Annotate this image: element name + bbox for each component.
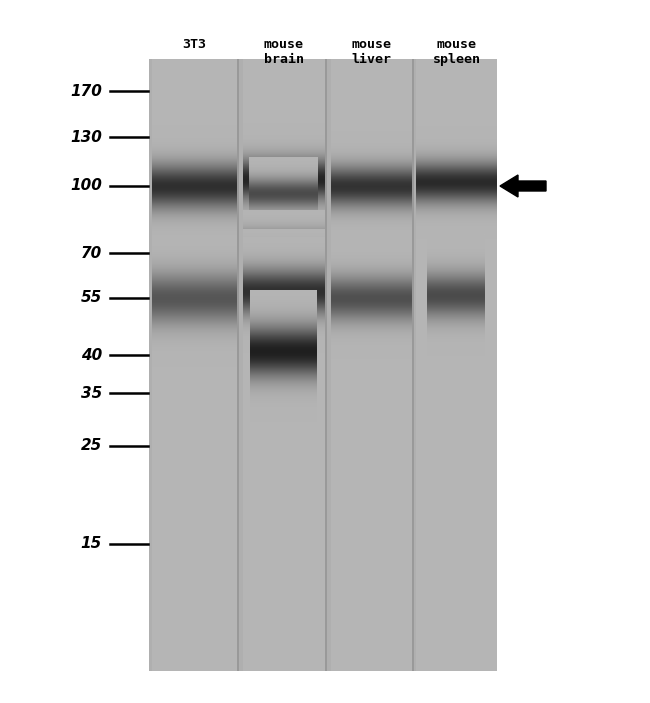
Text: 35: 35 [81,385,102,401]
Text: 3T3: 3T3 [183,38,207,51]
Text: mouse
liver: mouse liver [352,38,391,66]
Text: 25: 25 [81,439,102,453]
FancyArrow shape [500,175,546,197]
Text: 170: 170 [70,84,102,98]
Text: mouse
brain: mouse brain [264,38,304,66]
Text: 70: 70 [81,245,102,261]
Text: 100: 100 [70,179,102,193]
Text: mouse
spleen: mouse spleen [432,38,480,66]
Text: 55: 55 [81,290,102,306]
Text: 130: 130 [70,129,102,145]
Text: 40: 40 [81,347,102,363]
Text: 15: 15 [81,536,102,551]
